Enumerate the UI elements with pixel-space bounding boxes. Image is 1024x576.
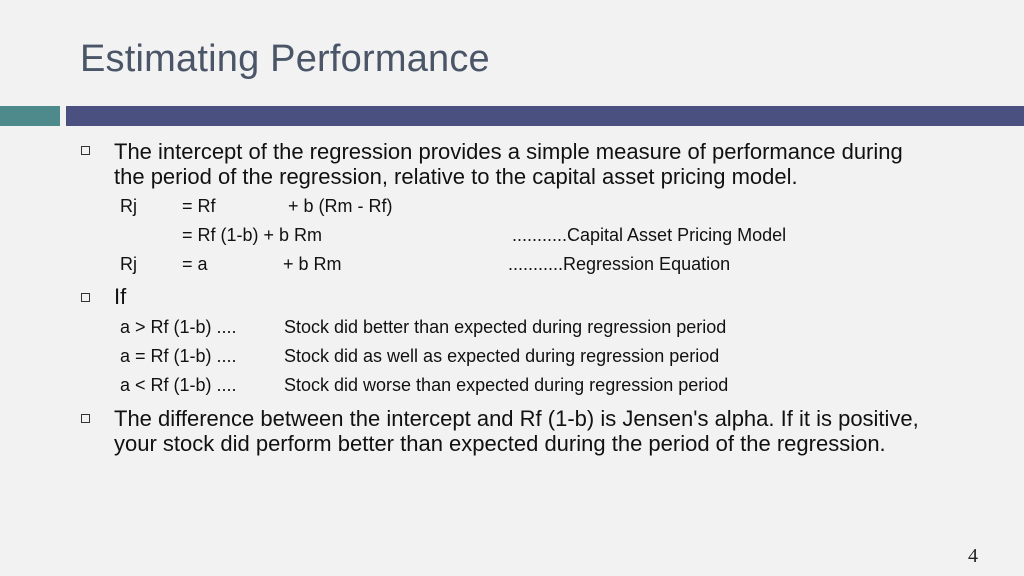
equation-row3-lhs: Rj [120,254,137,274]
bullet-text-if: If [114,284,127,309]
equation-row2-eq: = Rf (1-b) + b Rm [182,225,323,245]
bullet-line: the period of the regression, relative t… [114,164,798,189]
bullet-line: The intercept of the regression provides… [114,139,903,164]
title-accent-bar [0,106,60,126]
bullet-square-icon [81,414,90,423]
equation-row1-eq: = Rf [182,196,216,216]
bullet-line: The difference between the intercept and… [114,406,919,431]
bullet-text-intercept: The intercept of the regression provides… [114,139,903,189]
equation-row1-rhs: + b (Rm - Rf) [288,196,393,216]
bullet-square-icon [81,146,90,155]
slide-title: Estimating Performance [80,38,490,80]
equation-row3-rhs: + b Rm [283,254,342,274]
condition-worse-desc: Stock did worse than expected during reg… [284,375,729,395]
equation-row2-note: ...........Capital Asset Pricing Model [512,225,787,245]
equation-row3-note: ...........Regression Equation [508,254,731,274]
condition-equal-desc: Stock did as well as expected during reg… [284,346,720,366]
equation-row3-eq: = a [182,254,208,274]
bullet-text-jensens-alpha: The difference between the intercept and… [114,406,919,456]
bullet-line: your stock did perform better than expec… [114,431,886,456]
condition-worse: a < Rf (1-b) .... [120,375,237,395]
equation-row1-lhs: Rj [120,196,137,216]
bullet-square-icon [81,293,90,302]
condition-better: a > Rf (1-b) .... [120,317,237,337]
slide-number: 4 [968,545,978,567]
condition-better-desc: Stock did better than expected during re… [284,317,727,337]
title-divider-bar [66,106,1024,126]
condition-equal: a = Rf (1-b) .... [120,346,237,366]
